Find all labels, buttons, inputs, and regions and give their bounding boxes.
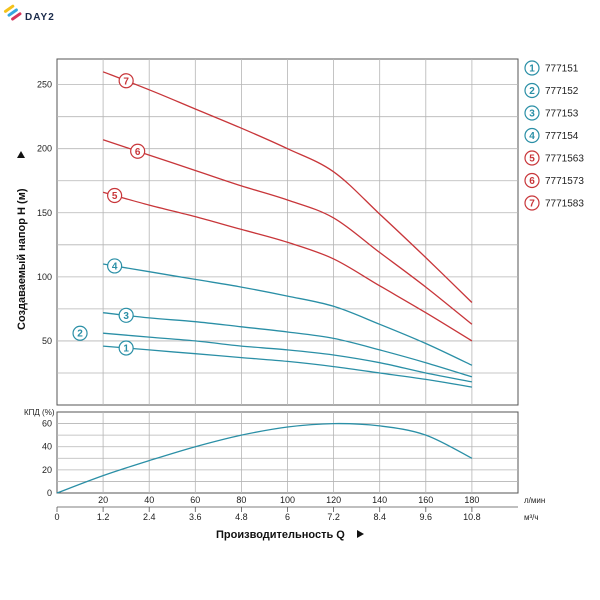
head-curve-5 <box>102 191 473 342</box>
head-curve-6 <box>102 139 473 325</box>
x-unit-secondary: м³/ч <box>524 513 539 522</box>
efficiency-curve <box>56 422 473 494</box>
legend-item-1: 1 777151 <box>524 60 579 76</box>
x-tick-m3h: 6 <box>285 512 290 522</box>
efficiency-chart-grid <box>56 411 519 494</box>
head-y-tick-label: 250 <box>37 80 52 90</box>
legend-label: 777152 <box>545 86 579 97</box>
efficiency-y-tick-label: 60 <box>42 419 52 429</box>
brand-logo: DAY2 <box>3 4 54 23</box>
efficiency-y-ticks: 0 20 40 60 <box>42 419 52 498</box>
legend-marker-number: 6 <box>529 176 535 187</box>
x-tick-lmin: 20 <box>98 495 108 505</box>
x-tick-m3h: 10.8 <box>463 512 481 522</box>
x-tick-lmin: 80 <box>236 495 246 505</box>
legend-label: 7771563 <box>545 154 584 165</box>
legend-item-3: 3 777153 <box>524 105 579 121</box>
head-curve-1 <box>103 345 473 388</box>
legend-marker <box>524 60 540 76</box>
head-series-group: 1 2 3 4 5 6 7 <box>72 71 473 388</box>
curve-marker-label: 4 <box>112 261 118 272</box>
x-tick-m3h: 4.8 <box>235 512 248 522</box>
curve-marker-4 <box>107 258 123 274</box>
legend-label: 777153 <box>545 109 579 120</box>
legend-item-6: 6 7771573 <box>524 172 584 189</box>
legend-item-4: 4 777154 <box>524 127 579 144</box>
legend-marker <box>524 127 540 144</box>
curve-marker-label: 2 <box>77 329 83 340</box>
head-curve-4 <box>102 263 473 366</box>
legend-marker-number: 1 <box>529 64 535 75</box>
efficiency-y-tick-label: 20 <box>42 465 52 475</box>
curve-marker-label: 3 <box>123 311 129 322</box>
legend-marker-number: 5 <box>529 154 535 165</box>
x-tick-lmin: 40 <box>144 495 154 505</box>
legend-label: 7771583 <box>545 199 584 210</box>
legend-marker-number: 4 <box>529 131 535 142</box>
legend-item-2: 2 777152 <box>524 82 579 99</box>
x-tick-m3h: 1.2 <box>97 512 110 522</box>
legend-marker-number: 3 <box>529 109 535 120</box>
x-unit-primary: л/мин <box>524 496 545 505</box>
x-tick-lmin: 180 <box>464 495 479 505</box>
head-y-tick-label: 200 <box>37 144 52 154</box>
legend-label: 7771573 <box>545 176 584 187</box>
legend-marker-number: 7 <box>529 199 535 210</box>
curve-marker-1 <box>118 340 134 356</box>
legend-marker <box>524 195 540 211</box>
head-y-tick-label: 150 <box>37 208 52 218</box>
head-curve-2 <box>103 332 473 383</box>
curve-marker-label: 7 <box>123 76 129 87</box>
x-tick-lmin: 140 <box>372 495 387 505</box>
legend-label: 777151 <box>545 64 579 75</box>
legend-marker <box>524 150 540 166</box>
legend-marker <box>524 82 540 99</box>
x-tick-m3h: 2.4 <box>143 512 156 522</box>
curve-marker-label: 5 <box>112 191 118 202</box>
legend-item-5: 5 7771563 <box>524 150 584 166</box>
logo-text: DAY2 <box>25 12 55 23</box>
x-tick-m3h: 9.6 <box>420 512 433 522</box>
efficiency-y-tick-label: 0 <box>47 488 52 498</box>
head-y-tick-label: 100 <box>37 272 52 282</box>
head-curve-7 <box>102 71 473 303</box>
head-curve-3 <box>103 312 473 378</box>
head-y-tick-label: 50 <box>42 336 52 346</box>
efficiency-y-tick-label: 40 <box>42 442 52 452</box>
logo-stripes-icon <box>3 4 22 21</box>
curve-marker-label: 6 <box>135 147 141 158</box>
head-y-arrow-icon <box>17 151 25 158</box>
legend-marker <box>524 172 540 189</box>
efficiency-series-group <box>56 422 473 494</box>
x-tick-m3h: 3.6 <box>189 512 202 522</box>
x-axis-title: Производительность Q <box>216 529 345 541</box>
legend-item-7: 7 7771583 <box>524 195 584 211</box>
head-y-axis-title: Создаваемый напор Н (м) <box>16 188 28 330</box>
curve-marker-7 <box>118 73 134 89</box>
legend-label: 777154 <box>545 131 579 142</box>
x-tick-m3h: 7.2 <box>327 512 340 522</box>
curve-marker-2 <box>72 325 88 341</box>
x-tick-lmin: 60 <box>190 495 200 505</box>
curve-marker-6 <box>130 143 146 159</box>
x-tick-m3h: 8.4 <box>373 512 386 522</box>
x-tick-lmin: 160 <box>418 495 433 505</box>
legend-marker <box>524 105 540 121</box>
x-axis-ticks: 0 20 1.2 40 2.4 60 3.6 80 4.8 100 6 120 7.2 140 8.4 160… <box>54 495 518 522</box>
head-y-ticks: 50 100 150 200 250 <box>37 80 52 346</box>
x-tick-lmin: 120 <box>326 495 341 505</box>
x-tick-lmin: 100 <box>280 495 295 505</box>
x-tick-m3h: 0 <box>54 512 59 522</box>
legend-marker-number: 2 <box>529 86 535 97</box>
efficiency-y-axis-title: КПД (%) <box>24 408 55 417</box>
x-arrow-icon <box>357 530 364 538</box>
curve-marker-3 <box>118 307 134 323</box>
curve-marker-5 <box>107 187 123 204</box>
curve-marker-label: 1 <box>123 343 129 354</box>
head-chart-grid <box>56 58 519 406</box>
